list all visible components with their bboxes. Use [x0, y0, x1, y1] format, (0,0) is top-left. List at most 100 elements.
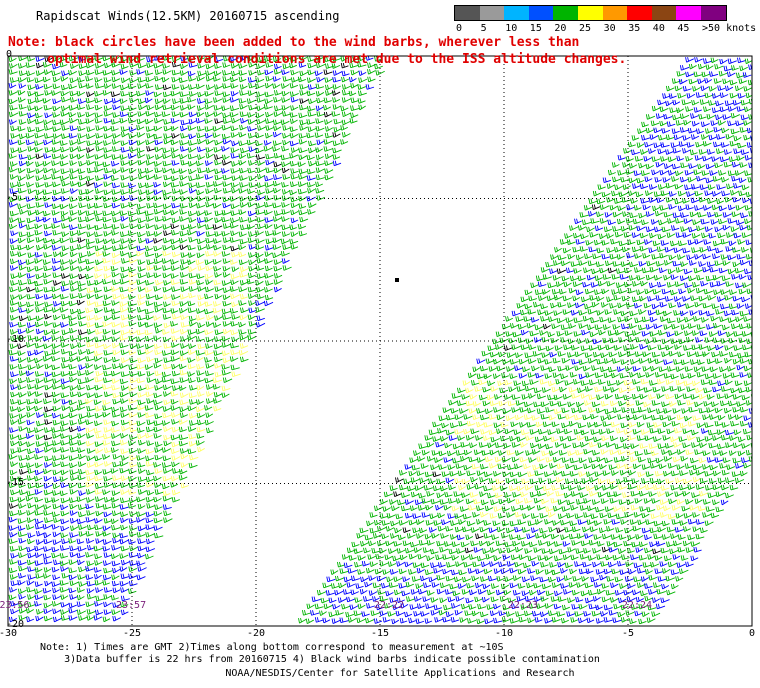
wind-barb: [613, 457, 624, 463]
wind-barb: [153, 433, 162, 439]
wind-barb: [17, 77, 27, 83]
wind-barb: [647, 358, 656, 364]
wind-barb: [402, 540, 412, 547]
wind-barb: [76, 404, 86, 411]
wind-barb: [730, 323, 740, 330]
wind-barb: [307, 111, 317, 117]
wind-barb: [332, 56, 342, 62]
wind-barb: [706, 149, 716, 155]
wind-barb: [725, 246, 735, 252]
wind-barb: [527, 617, 536, 624]
wind-barb: [120, 517, 129, 524]
wind-barb: [620, 617, 630, 623]
wind-barb: [120, 167, 129, 173]
wind-barb: [44, 580, 53, 587]
wind-barb: [748, 64, 752, 70]
wind-barb: [638, 212, 648, 219]
wind-barb: [662, 435, 672, 441]
wind-barb: [34, 280, 44, 287]
wind-barb: [213, 63, 222, 69]
wind-barb: [85, 356, 95, 362]
wind-barb: [692, 512, 700, 518]
wind-barb: [61, 223, 69, 229]
wind-barb: [162, 468, 173, 474]
wind-barb: [710, 120, 719, 126]
wind-barb: [739, 65, 748, 72]
wind-barb: [553, 555, 563, 562]
wind-barb: [523, 401, 533, 408]
wind-barb: [231, 371, 241, 377]
wind-barb: [69, 97, 78, 103]
wind-barb: [10, 419, 18, 425]
wind-barb: [548, 366, 556, 373]
wind-barb: [197, 322, 206, 329]
wind-barb: [9, 329, 18, 335]
wind-barb: [17, 406, 26, 413]
wind-barb: [137, 412, 147, 418]
wind-barb: [503, 492, 512, 498]
wind-barb: [196, 196, 206, 202]
wind-barb: [680, 324, 689, 330]
wind-barb: [560, 617, 569, 624]
wind-barb: [591, 301, 600, 308]
wind-barb: [144, 308, 155, 315]
wind-barb: [204, 98, 213, 105]
wind-barb: [652, 386, 661, 393]
wind-barb: [626, 499, 635, 505]
wind-barb: [586, 226, 595, 233]
wind-barb: [636, 177, 645, 184]
wind-barb: [187, 147, 197, 153]
wind-barb: [111, 252, 121, 259]
wind-barb: [530, 282, 539, 289]
wind-barb: [357, 61, 367, 68]
wind-barb: [146, 272, 154, 278]
wind-barb: [475, 568, 484, 575]
wind-barb: [315, 174, 325, 181]
wind-barb: [447, 484, 456, 491]
wind-barb: [719, 316, 729, 322]
wind-barb: [273, 223, 282, 230]
wind-barb: [255, 238, 265, 244]
wind-barb: [119, 532, 128, 539]
wind-barb: [737, 142, 747, 149]
wind-barb: [171, 69, 181, 76]
wind-barb: [144, 329, 153, 336]
wind-barb: [60, 420, 69, 427]
wind-barb: [477, 603, 487, 610]
wind-barb: [180, 84, 189, 91]
wind-barb: [52, 608, 62, 615]
wind-barb: [563, 589, 572, 595]
wind-barb: [576, 533, 585, 539]
wind-barb: [521, 576, 531, 583]
wind-barb: [102, 531, 111, 537]
wind-barb: [204, 301, 213, 307]
wind-barb: [136, 517, 145, 523]
wind-barb: [68, 118, 78, 124]
wind-barb: [171, 370, 181, 377]
wind-barb: [18, 565, 28, 572]
wind-barb: [698, 261, 707, 267]
wind-barb: [85, 188, 94, 195]
wind-barb: [382, 569, 391, 575]
wind-barb: [739, 406, 749, 413]
wind-barb: [543, 471, 554, 478]
wind-barb: [719, 366, 728, 373]
wind-barb: [43, 483, 54, 489]
wind-barb: [509, 471, 519, 478]
wind-barb: [595, 604, 603, 611]
wind-barb: [272, 202, 282, 209]
wind-barb: [368, 540, 377, 547]
wind-barb: [709, 170, 718, 176]
wind-barb: [586, 617, 595, 624]
wind-barb: [376, 576, 387, 582]
wind-barb: [634, 267, 644, 273]
wind-barb: [119, 391, 129, 398]
wind-barb: [299, 216, 309, 223]
wind-barb: [42, 398, 52, 405]
wind-barb: [460, 456, 469, 462]
wind-barb: [26, 231, 35, 238]
wind-barb: [389, 499, 397, 505]
wind-barb: [578, 260, 588, 266]
wind-barb: [52, 280, 62, 286]
wind-barb: [112, 615, 121, 622]
